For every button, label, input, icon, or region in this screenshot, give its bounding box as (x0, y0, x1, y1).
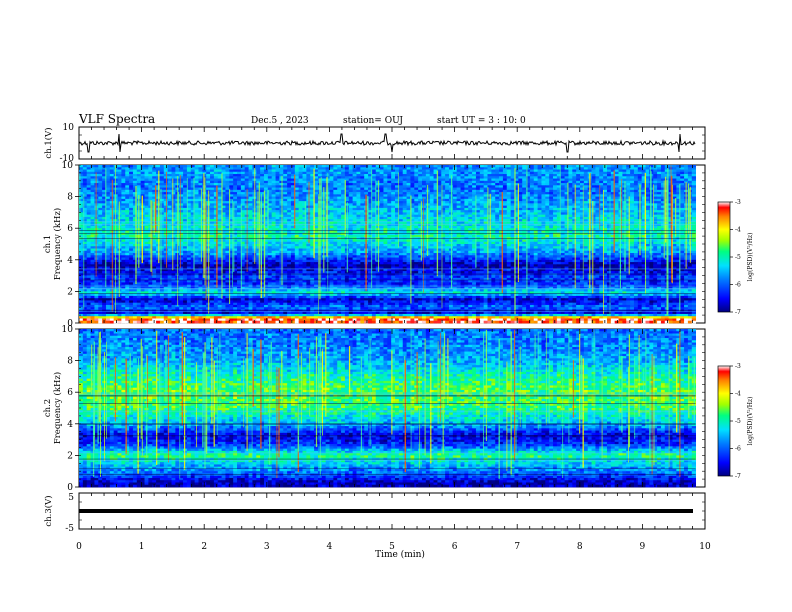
ch1-waveform-panel: 10 -10 ch.1(V) (43, 123, 705, 164)
date-label: Dec.5 , 2023 (251, 116, 309, 126)
ch1-ytick-top: 10 (63, 123, 75, 133)
start-time-label: start UT = 3 : 10: 0 (437, 116, 526, 126)
vlf-spectra-figure: VLF Spectra Dec.5 , 2023 station= OUJ st… (0, 0, 792, 612)
ch1-ylabel: ch.1(V) (43, 127, 54, 158)
figure-title: VLF Spectra (78, 112, 155, 126)
ch1-spectrogram-image (79, 165, 696, 323)
station-label: station= OUJ (343, 116, 403, 126)
